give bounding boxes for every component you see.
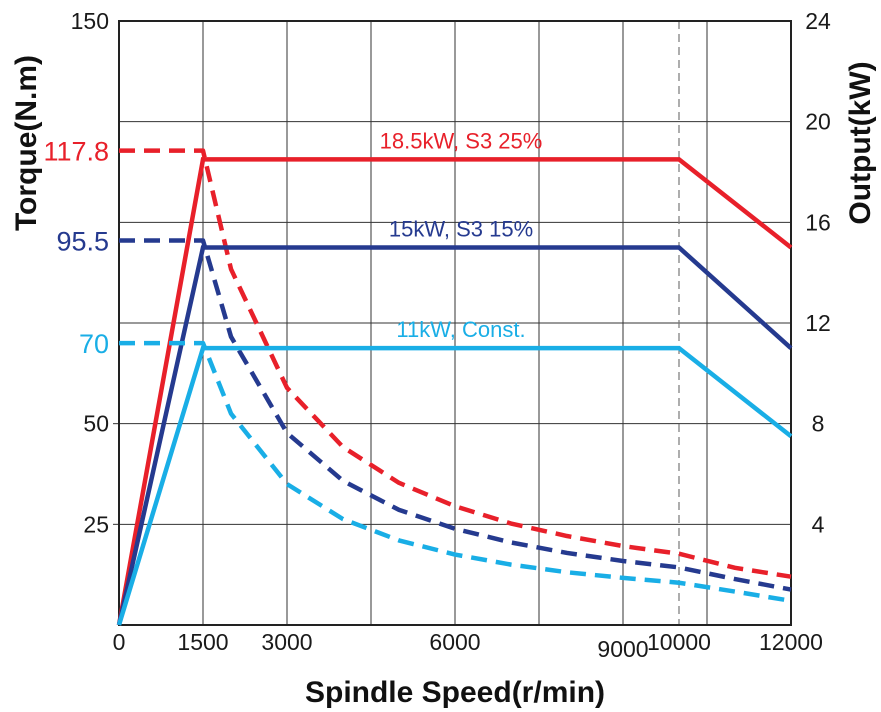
rated-torque-label: 95.5 xyxy=(56,226,109,256)
torque-curve xyxy=(119,148,792,579)
y-left-tick-label: 150 xyxy=(71,8,109,34)
x-tick-label: 0 xyxy=(113,629,126,655)
rated-torque-label: 70 xyxy=(79,329,109,359)
rated-torque-label: 117.8 xyxy=(43,137,109,167)
torque-curve xyxy=(119,238,792,592)
series-name-label: 11kW, Const. xyxy=(396,317,525,342)
y-right-tick-label: 8 xyxy=(812,411,825,437)
y-left-tick-label: 25 xyxy=(83,511,109,537)
y-left-tick-label: 50 xyxy=(83,411,109,437)
y-right-tick-label: 16 xyxy=(805,209,831,235)
series-name-label: 15kW, S3 15% xyxy=(389,217,533,242)
power-curve xyxy=(116,245,793,626)
x-axis-title: Spindle Speed(r/min) xyxy=(305,676,605,709)
y-right-tick-label: 4 xyxy=(812,511,825,537)
y-axis-left-title: Torque(N.m) xyxy=(10,55,43,231)
series-3 xyxy=(116,340,793,626)
torque-curve xyxy=(119,340,792,604)
y-right-tick-label: 20 xyxy=(805,109,831,135)
x-tick-label: 1500 xyxy=(177,629,228,655)
x-tick-label: 12000 xyxy=(759,629,823,655)
series-name-label: 18.5kW, S3 25% xyxy=(380,128,543,153)
y-axis-right-title: Output(kW) xyxy=(844,61,877,224)
x-tick-label: 9000 xyxy=(597,636,648,662)
x-tick-label: 10000 xyxy=(647,629,711,655)
y-right-tick-label: 12 xyxy=(805,310,831,336)
series-2 xyxy=(116,238,793,626)
plot-frame xyxy=(118,20,792,626)
power-curve xyxy=(116,345,793,626)
x-tick-label: 6000 xyxy=(429,629,480,655)
power-curve xyxy=(116,157,793,626)
series-layer xyxy=(116,148,793,626)
x-tick-label: 3000 xyxy=(261,629,312,655)
y-right-tick-label: 24 xyxy=(805,8,831,34)
series-1 xyxy=(116,148,793,626)
